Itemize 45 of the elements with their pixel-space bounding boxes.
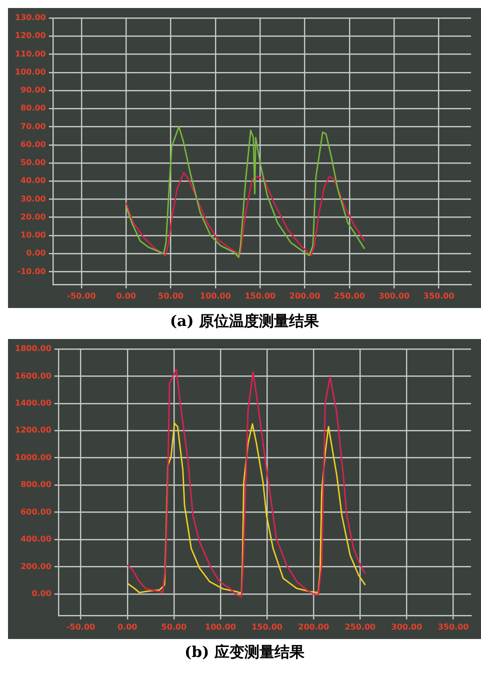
x-tick-label: 250.00 xyxy=(344,622,376,632)
y-tick-label: 70.00 xyxy=(20,122,46,131)
x-tick-label: 150.00 xyxy=(244,291,276,300)
y-tick-label: 400.00 xyxy=(20,534,52,544)
text: (a) 原位温度测量结果 xyxy=(168,312,320,331)
y-tick-label: 60.00 xyxy=(20,140,46,149)
x-tick-label: 350.00 xyxy=(438,622,470,632)
x-tick-label: 100.00 xyxy=(200,291,232,300)
y-tick-label: 200.00 xyxy=(20,562,52,571)
y-tick-label: 1800.00 xyxy=(15,344,52,354)
x-tick-label: 0.00 xyxy=(117,622,138,632)
y-tick-label: 600.00 xyxy=(20,507,52,516)
x-tick-label: 200.00 xyxy=(289,291,321,300)
x-tick-label: 250.00 xyxy=(334,291,366,300)
x-tick-label: 50.00 xyxy=(158,291,184,300)
y-tick-label: 40.00 xyxy=(20,176,46,186)
y-tick-label: 20.00 xyxy=(20,212,46,222)
y-tick-label: 0.00 xyxy=(32,588,52,598)
y-tick-label: 50.00 xyxy=(20,158,46,168)
y-tick-label: -10.00 xyxy=(17,266,46,276)
x-tick-label: 50.00 xyxy=(161,622,187,632)
y-tick-label: 10.00 xyxy=(20,230,46,240)
y-tick-label: 80.00 xyxy=(20,104,46,113)
x-tick-label: 300.00 xyxy=(391,622,423,632)
y-tick-label: 1400.00 xyxy=(15,398,52,408)
y-tick-label: 1600.00 xyxy=(15,371,52,380)
y-tick-label: 1000.00 xyxy=(15,452,52,462)
x-tick-label: 200.00 xyxy=(298,622,330,632)
x-tick-label: 150.00 xyxy=(252,622,283,632)
y-tick-label: 120.00 xyxy=(14,31,46,40)
y-tick-label: 90.00 xyxy=(20,86,46,95)
x-tick-label: 0.00 xyxy=(116,291,136,300)
y-tick-label: 110.00 xyxy=(14,49,46,58)
y-tick-label: 130.00 xyxy=(14,13,46,22)
y-tick-label: 30.00 xyxy=(20,194,46,204)
x-tick-label: 350.00 xyxy=(423,291,455,300)
x-tick-label: 300.00 xyxy=(378,291,410,300)
x-tick-label: -50.00 xyxy=(67,291,96,300)
x-tick-label: 100.00 xyxy=(205,622,236,632)
y-tick-label: 800.00 xyxy=(20,480,52,490)
y-tick-label: 0.00 xyxy=(26,248,46,258)
y-tick-label: 100.00 xyxy=(14,67,46,76)
x-tick-label: -50.00 xyxy=(66,622,96,632)
y-tick-label: 1200.00 xyxy=(15,426,52,435)
text: (b) 应变测量结果 xyxy=(184,643,306,662)
